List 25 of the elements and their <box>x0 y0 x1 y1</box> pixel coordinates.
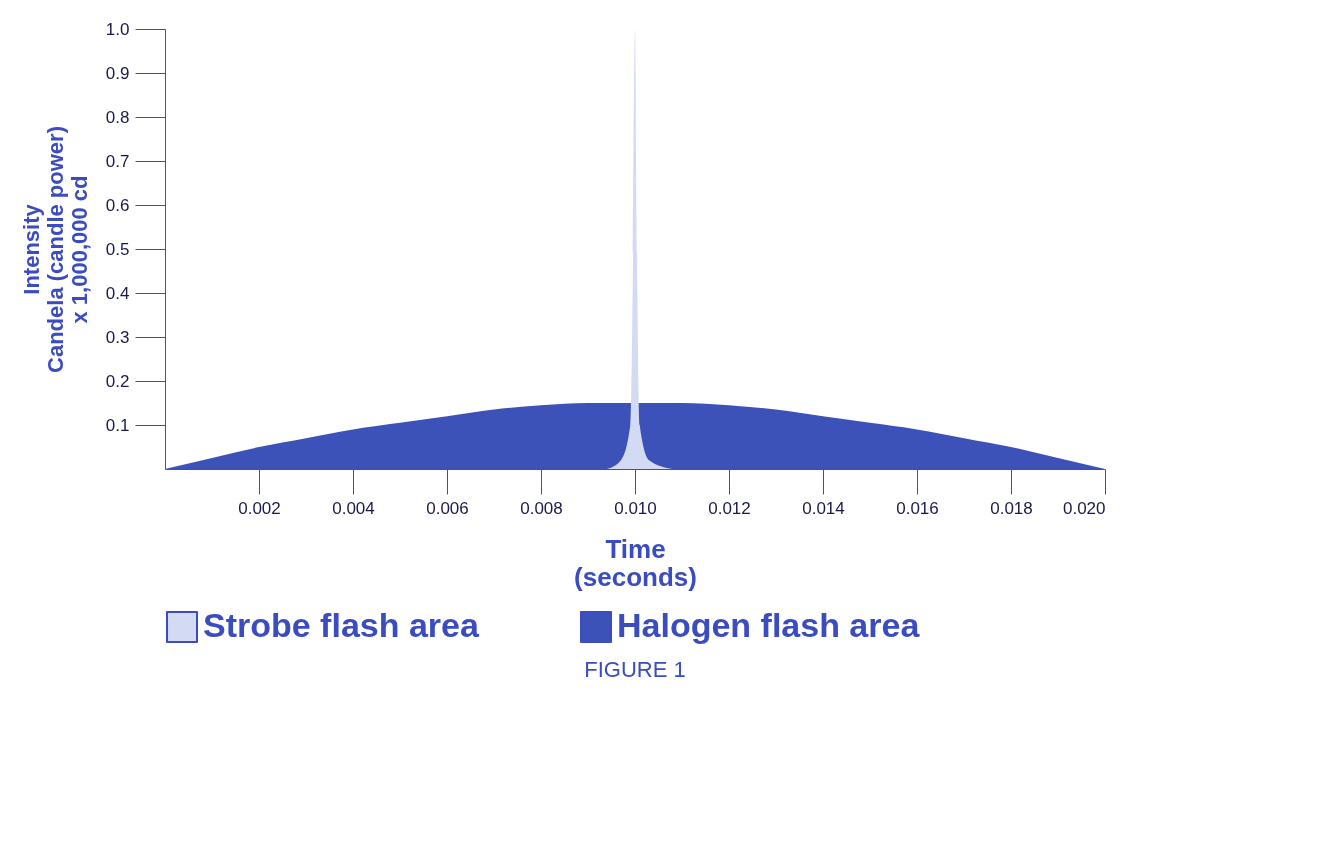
y-tick-label: 0.7 <box>105 151 130 171</box>
y-axis-title: Intensity Candela (candle power) x 1,000,000 cd <box>18 126 92 373</box>
x-tick-label: 0.020 <box>1062 498 1106 518</box>
y-tick-label: 1.0 <box>105 19 130 39</box>
y-tick-label: 0.1 <box>105 415 130 435</box>
x-tick-label: 0.010 <box>614 498 657 518</box>
y-tick-label: 0.3 <box>105 327 130 347</box>
x-tick-label: 0.002 <box>238 498 281 518</box>
legend-label: Strobe flash area <box>203 606 480 644</box>
caption: FIGURE 1 <box>584 657 686 682</box>
x-tick-label: 0.016 <box>896 498 939 518</box>
x-tick-label: 0.008 <box>520 498 563 518</box>
x-tick-label: 0.004 <box>332 498 375 518</box>
x-axis-title: Time (seconds) <box>574 533 697 592</box>
legend-label: Halogen flash area <box>617 606 921 644</box>
x-tick-label: 0.012 <box>708 498 751 518</box>
y-tick-label: 0.5 <box>105 239 130 259</box>
y-tick-label: 0.4 <box>105 283 130 303</box>
y-tick-label: 0.8 <box>105 107 130 127</box>
y-tick-label: 0.6 <box>105 195 130 215</box>
y-tick-label: 0.9 <box>105 63 130 83</box>
x-tick-label: 0.018 <box>990 498 1033 518</box>
y-tick-label: 0.2 <box>105 371 130 391</box>
x-tick-label: 0.006 <box>426 498 469 518</box>
x-tick-label: 0.014 <box>802 498 845 518</box>
